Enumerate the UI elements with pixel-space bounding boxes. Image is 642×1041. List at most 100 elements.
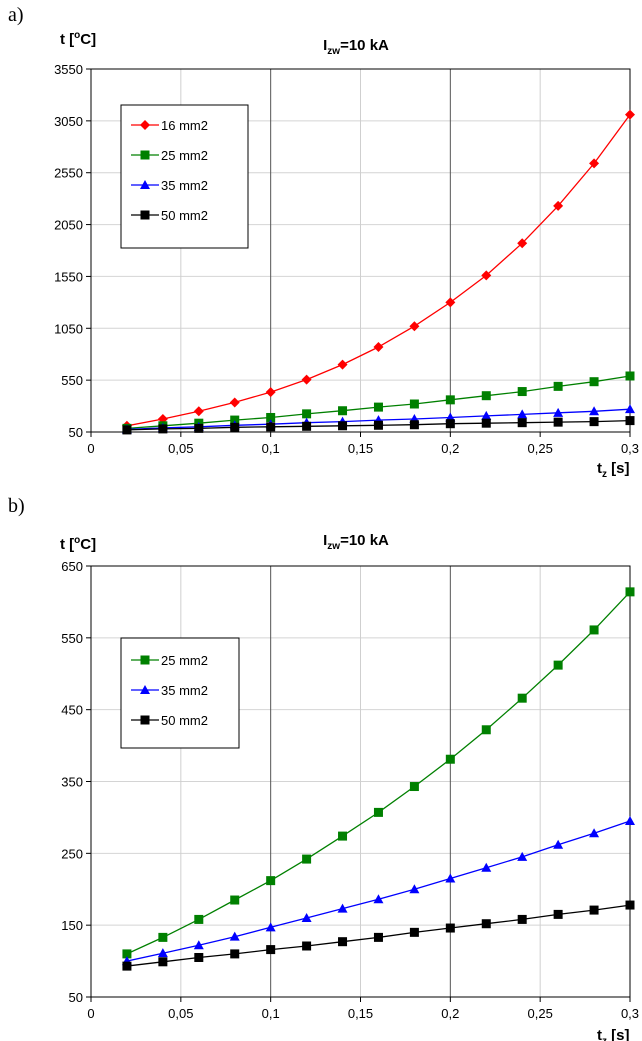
- data-point: [266, 876, 276, 886]
- data-point: [230, 415, 240, 425]
- data-point: [194, 952, 204, 962]
- data-point: [302, 421, 312, 431]
- data-point: [625, 109, 635, 120]
- data-point: [122, 961, 132, 971]
- x-tick-label: 0,25: [528, 1006, 553, 1021]
- y-tick-label: 550: [61, 373, 83, 388]
- legend-marker: [140, 120, 150, 130]
- data-point: [553, 909, 563, 919]
- data-point: [301, 912, 312, 922]
- data-point: [338, 421, 348, 431]
- data-point: [337, 359, 348, 370]
- data-point: [625, 416, 635, 426]
- data-point: [445, 754, 455, 764]
- y-tick-label: 650: [61, 559, 83, 574]
- chart-a: 50 550 1050 1550 2050 2550 3050 3550 0 0,05 0,1 0,1…: [54, 30, 639, 480]
- data-point: [553, 407, 564, 417]
- data-point: [553, 381, 563, 391]
- data-point: [553, 200, 564, 211]
- data-point: [445, 873, 456, 883]
- panel-label-a: a): [8, 4, 24, 26]
- chart-b: 50 150 250 350 450 550 650 0 0,05 0,1 0,15 0,2 0,25 0…: [60, 532, 639, 1041]
- data-point: [157, 948, 168, 958]
- y-tick-label: 2050: [54, 218, 83, 233]
- data-point: [409, 884, 420, 894]
- y-axis-label: t [oC]: [60, 535, 96, 553]
- data-point: [302, 854, 312, 864]
- data-point: [445, 297, 456, 308]
- data-point: [302, 941, 312, 951]
- data-point: [625, 816, 635, 826]
- data-point: [301, 374, 312, 385]
- data-point: [266, 945, 276, 955]
- legend-label: 35 mm2: [161, 683, 208, 698]
- panel-label-b: b): [8, 495, 25, 517]
- data-point: [230, 422, 240, 432]
- data-point: [229, 397, 240, 408]
- data-point: [158, 424, 168, 434]
- data-point: [445, 923, 455, 933]
- data-point: [625, 371, 635, 381]
- data-point: [373, 420, 383, 430]
- data-point: [193, 406, 204, 417]
- data-point: [338, 937, 348, 947]
- data-point: [481, 862, 492, 872]
- y-tick-label: 1050: [54, 321, 83, 336]
- data-point: [229, 931, 240, 941]
- y-tick-label: 350: [61, 775, 83, 790]
- x-tick-label: 0: [87, 441, 94, 456]
- data-point: [517, 914, 527, 924]
- data-point: [373, 341, 384, 352]
- y-tick-label: 550: [61, 631, 83, 646]
- data-point: [589, 158, 600, 169]
- x-tick-label: 0,15: [348, 1006, 373, 1021]
- data-point: [337, 903, 348, 913]
- legend-marker: [140, 655, 150, 665]
- legend-label: 25 mm2: [161, 653, 208, 668]
- x-axis-label: tz [s]: [597, 460, 630, 480]
- x-tick-label: 0,25: [528, 441, 553, 456]
- data-point: [266, 422, 276, 432]
- legend-label: 50 mm2: [161, 208, 208, 223]
- data-point: [517, 851, 528, 861]
- y-tick-label: 250: [61, 846, 83, 861]
- data-point: [409, 927, 419, 937]
- y-tick-label: 50: [69, 425, 83, 440]
- x-tick-label: 0: [87, 1006, 94, 1021]
- data-point: [625, 404, 635, 414]
- x-tick-label: 0,1: [262, 441, 280, 456]
- x-tick-label: 0,3: [621, 441, 639, 456]
- data-point: [517, 409, 528, 419]
- legend-marker: [140, 180, 150, 189]
- data-point: [481, 418, 491, 428]
- legend-marker: [140, 715, 150, 725]
- legend-box: [120, 104, 249, 249]
- data-point: [373, 807, 383, 817]
- data-point: [266, 412, 276, 422]
- chart-title: Izw=10 kA: [323, 37, 389, 57]
- data-point: [194, 423, 204, 433]
- data-point: [265, 387, 276, 398]
- data-point: [194, 914, 204, 924]
- data-point: [589, 417, 599, 427]
- legend-marker: [140, 685, 150, 694]
- data-point: [589, 406, 600, 416]
- data-point: [589, 905, 599, 915]
- data-point: [553, 660, 563, 670]
- data-point: [409, 420, 419, 430]
- legend-label: 16 mm2: [161, 118, 208, 133]
- x-tick-label: 0,2: [441, 1006, 459, 1021]
- data-point: [158, 957, 168, 967]
- data-point: [625, 900, 635, 910]
- x-tick-label: 0,2: [441, 441, 459, 456]
- y-tick-label: 2550: [54, 166, 83, 181]
- legend-label: 25 mm2: [161, 148, 208, 163]
- data-point: [338, 406, 348, 416]
- data-point: [517, 238, 528, 249]
- legend-marker: [140, 210, 150, 220]
- data-point: [481, 725, 491, 735]
- x-tick-label: 0,3: [621, 1006, 639, 1021]
- x-tick-label: 0,05: [168, 441, 193, 456]
- data-point: [553, 417, 563, 427]
- y-tick-label: 3550: [54, 62, 83, 77]
